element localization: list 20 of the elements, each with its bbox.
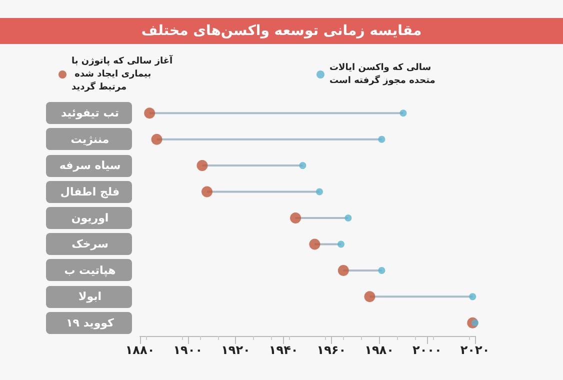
x-tick-label: ۱۹۰۰ [173, 343, 203, 357]
x-tick-label: ۱۸۸۰ [125, 343, 155, 357]
x-tick-label: ۱۹۶۰ [316, 343, 346, 357]
y-tick-label: هپاتیت ب [64, 264, 116, 277]
y-tick-label: سرخک [72, 238, 108, 251]
legend-label: آغاز سالی که پاتوژن با بیماری ایجاد شده مرتبط گردید [72, 54, 174, 92]
x-tick-label: ۲۰۰۰ [412, 343, 442, 357]
y-tick-label: تب تیفوئید [60, 106, 120, 120]
y-tick-label: مننژیت [70, 132, 110, 146]
y-tick-label: فلج اطفال [60, 185, 120, 198]
chart-title: مقایسه زمانی توسعه واکسن‌های مختلف [141, 23, 422, 39]
y-tick-label: ابولا [78, 290, 102, 304]
legend-label: سالی که واکسن ایالات متحده مجوز گرفته است [330, 63, 436, 86]
y-tick-label: اوریون [71, 212, 109, 224]
y-tick-label: سیاه سرفه [59, 159, 121, 172]
x-tick-label: ۱۹۸۰ [364, 343, 394, 357]
x-tick-label: ۱۹۴۰ [268, 343, 298, 357]
x-tick-label: ۲۰۲۰ [460, 343, 490, 357]
x-tick-label: ۱۹۲۰ [221, 343, 250, 357]
y-tick-label: کووید ۱۹ [66, 316, 115, 330]
